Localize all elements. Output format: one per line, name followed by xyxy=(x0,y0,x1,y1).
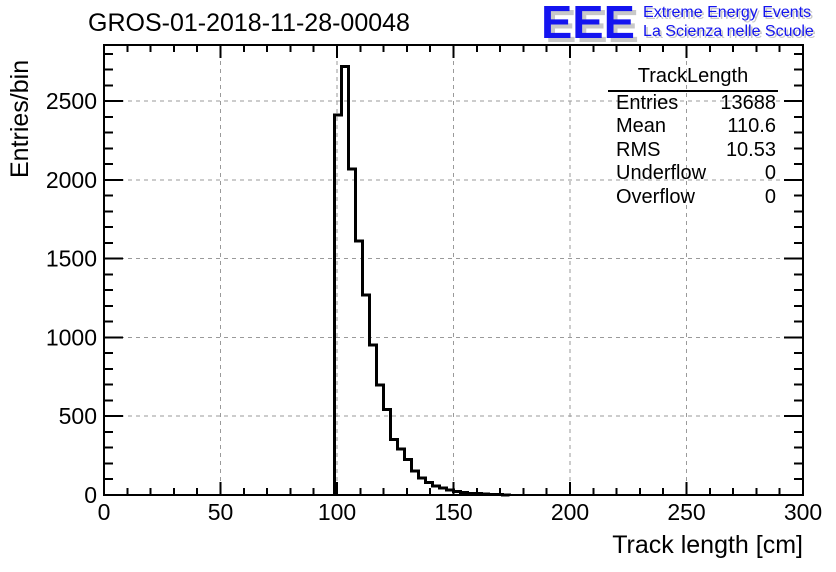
x-tick-label: 300 xyxy=(784,499,822,525)
stat-label: Entries xyxy=(616,92,679,114)
stat-row-rms: RMS 10.53 xyxy=(608,139,778,162)
y-tick-label: 1000 xyxy=(46,324,97,350)
x-axis-title: Track length [cm] xyxy=(612,531,803,559)
y-tick-label: 500 xyxy=(59,403,97,429)
x-tick-label: 50 xyxy=(208,499,234,525)
y-axis-title: Entries/bin xyxy=(6,59,34,178)
stat-value: 10.53 xyxy=(725,138,776,161)
eee-logo-acronym: EEE xyxy=(541,0,635,48)
stat-value: 110.6 xyxy=(727,115,776,138)
stat-value: 13688 xyxy=(720,92,776,114)
stat-label: Mean xyxy=(616,115,667,138)
y-tick-label: 1500 xyxy=(46,246,97,272)
eee-logo-text: Extreme Energy Events La Scienza nelle S… xyxy=(643,2,814,41)
x-tick-label: 250 xyxy=(667,499,705,525)
y-tick-label: 2000 xyxy=(46,167,97,193)
x-tick-label: 150 xyxy=(434,499,472,525)
stat-label: Underflow xyxy=(616,162,707,185)
stat-row-mean: Mean 110.6 xyxy=(608,115,778,138)
stat-value: 0 xyxy=(764,162,776,185)
plot-title: GROS-01-2018-11-28-00048 xyxy=(88,9,410,37)
stat-row-entries: Entries 13688 xyxy=(608,92,778,115)
stat-value: 0 xyxy=(764,185,776,208)
eee-logo-line1: Extreme Energy Events xyxy=(643,4,812,21)
y-tick-label: 2500 xyxy=(46,88,97,114)
eee-logo: EEE Extreme Energy Events La Scienza nel… xyxy=(541,0,814,48)
stat-label: Overflow xyxy=(616,185,695,208)
eee-logo-line2: La Scienza nelle Scuole xyxy=(643,23,814,40)
x-tick-label: 200 xyxy=(551,499,589,525)
stat-label: RMS xyxy=(616,138,661,161)
stat-row-underflow: Underflow 0 xyxy=(608,162,778,185)
stats-box-title: TrackLength xyxy=(608,66,778,92)
x-tick-label: 0 xyxy=(98,499,111,525)
histogram-line xyxy=(333,64,511,497)
stat-row-overflow: Overflow 0 xyxy=(608,186,778,209)
y-tick-label: 0 xyxy=(84,482,97,508)
stats-box: TrackLength Entries 13688 Mean 110.6 RMS… xyxy=(608,66,778,209)
x-tick-label: 100 xyxy=(318,499,356,525)
